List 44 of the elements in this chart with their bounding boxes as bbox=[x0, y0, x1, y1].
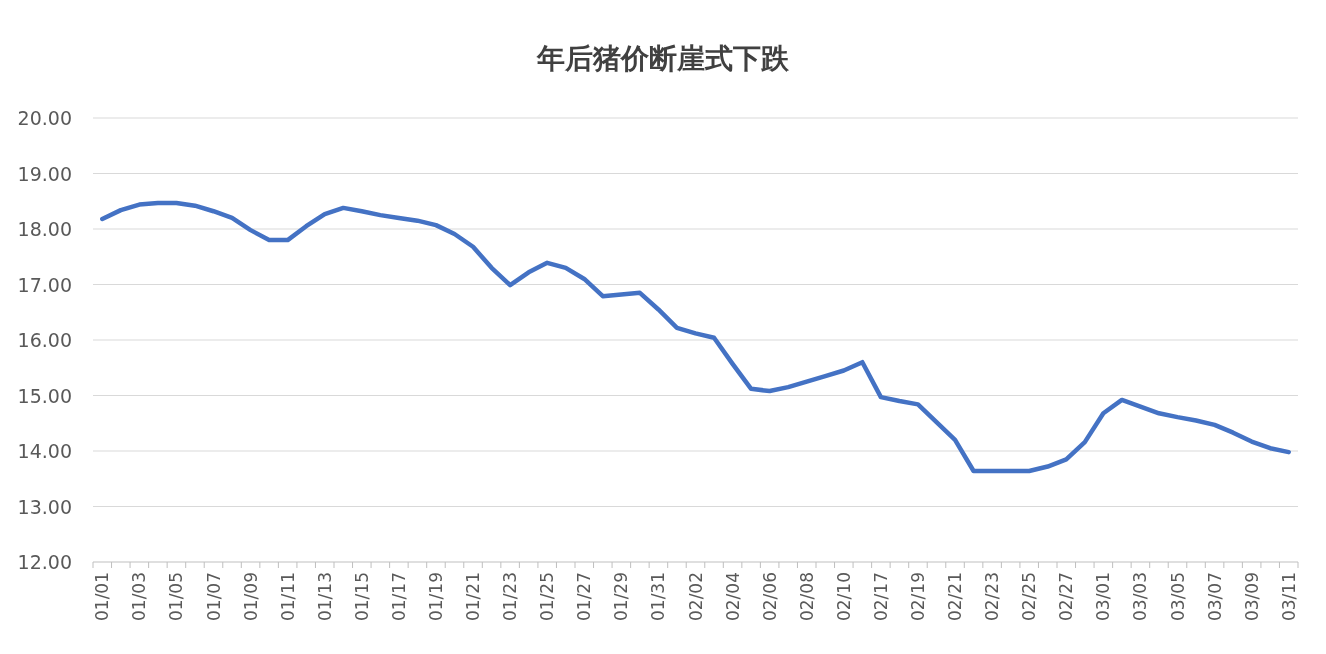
x-tick-label: 01/07 bbox=[203, 572, 224, 621]
y-tick-label: 12.00 bbox=[17, 551, 72, 573]
x-tick-label: 03/03 bbox=[1130, 572, 1151, 621]
x-tick-label: 01/11 bbox=[277, 572, 298, 621]
line-series bbox=[100, 200, 1291, 474]
x-tick-label: 01/23 bbox=[500, 572, 521, 621]
x-tick-label: 03/05 bbox=[1167, 572, 1188, 621]
x-tick-label: 03/09 bbox=[1241, 572, 1262, 621]
x-tick-label: 01/05 bbox=[166, 572, 187, 621]
x-tick-label: 02/10 bbox=[833, 572, 854, 621]
x-tick-label: 01/13 bbox=[314, 572, 335, 621]
x-tick-label: 01/03 bbox=[129, 572, 150, 621]
x-tick-label: 02/08 bbox=[796, 572, 817, 621]
y-tick-label: 20.00 bbox=[17, 107, 72, 129]
x-tick-label: 02/23 bbox=[982, 572, 1003, 621]
x-tick-label: 01/15 bbox=[351, 572, 372, 621]
y-tick-label: 18.00 bbox=[17, 218, 72, 240]
y-tick-label: 14.00 bbox=[17, 440, 72, 462]
y-tick-label: 16.00 bbox=[17, 329, 72, 351]
x-tick-label: 02/04 bbox=[722, 572, 743, 621]
y-tick-label: 17.00 bbox=[17, 273, 72, 296]
y-tick-label: 19.00 bbox=[17, 162, 72, 185]
x-tick-label: 02/17 bbox=[870, 572, 891, 621]
chart-title: 年后猪价断崖式下跌 bbox=[536, 42, 790, 75]
x-tick-label: 02/27 bbox=[1056, 572, 1077, 621]
x-tick-label: 01/01 bbox=[92, 572, 113, 621]
x-tick-label: 01/19 bbox=[425, 572, 446, 621]
x-tick-label: 02/02 bbox=[685, 572, 706, 621]
x-tick-label: 01/31 bbox=[648, 572, 669, 621]
x-tick-label: 01/21 bbox=[463, 572, 484, 621]
x-tick-label: 02/25 bbox=[1019, 572, 1040, 621]
x-tick-label: 03/11 bbox=[1278, 572, 1299, 621]
x-tick-label: 01/17 bbox=[388, 572, 409, 621]
x-tick-label: 02/21 bbox=[945, 572, 966, 621]
y-tick-label: 15.00 bbox=[17, 384, 72, 407]
x-tick-label: 01/09 bbox=[240, 572, 261, 621]
x-tick-label: 01/25 bbox=[537, 572, 558, 621]
x-tick-label: 01/27 bbox=[574, 572, 595, 621]
x-tick-label: 02/19 bbox=[907, 572, 928, 621]
x-tick-label: 03/01 bbox=[1093, 572, 1114, 621]
x-tick-label: 02/06 bbox=[759, 572, 780, 621]
y-tick-label: 13.00 bbox=[17, 495, 72, 518]
x-tick-label: 01/29 bbox=[611, 572, 632, 621]
x-tick-label: 03/07 bbox=[1204, 572, 1225, 621]
